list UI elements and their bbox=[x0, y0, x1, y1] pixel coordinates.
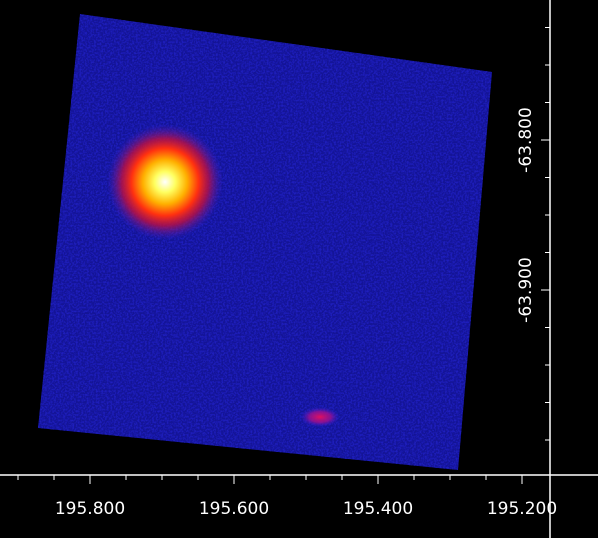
y-axis-ticks: -63.800 -63.900 bbox=[516, 27, 550, 441]
x-axis-ticks: 195.800 195.600 195.400 195.200 bbox=[17, 475, 557, 519]
y-tick-label: -63.800 bbox=[516, 107, 536, 173]
bright-source[interactable] bbox=[107, 124, 223, 240]
x-tick-label: 195.600 bbox=[199, 499, 269, 519]
x-tick-label: 195.400 bbox=[343, 499, 413, 519]
detector-field bbox=[38, 14, 492, 470]
faint-source[interactable] bbox=[300, 407, 340, 427]
x-tick-label: 195.200 bbox=[487, 499, 557, 519]
x-tick-label: 195.800 bbox=[55, 499, 125, 519]
y-tick-label: -63.900 bbox=[516, 257, 536, 323]
